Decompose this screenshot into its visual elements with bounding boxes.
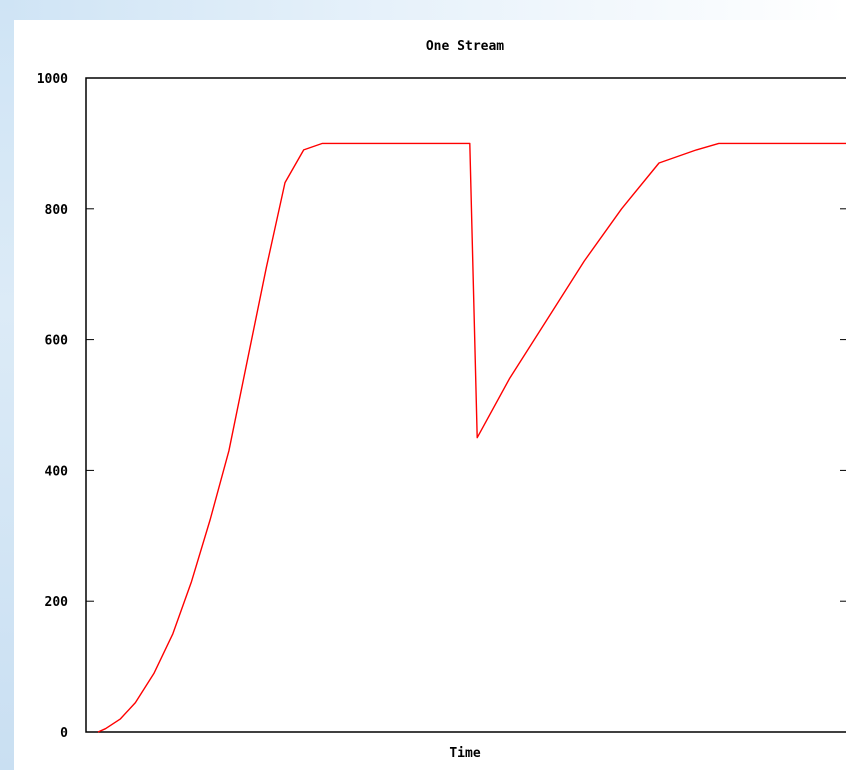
series-lines	[97, 142, 846, 733]
plot-frame	[85, 77, 846, 733]
y-tick-label: 200	[45, 595, 69, 610]
chart-title: One Stream	[426, 39, 504, 54]
chart-panel	[14, 20, 846, 770]
y-tick-label: 0	[60, 726, 68, 741]
x-axis-label: Time	[449, 746, 480, 761]
series-line-1	[97, 142, 846, 733]
y-tick-label: 800	[45, 203, 69, 218]
y-axis-ticks: 0 200 400 600 800 1000	[37, 72, 846, 741]
y-tick-label: 600	[45, 334, 69, 349]
y-tick-label: 1000	[37, 72, 68, 87]
y-tick-label: 400	[45, 464, 69, 479]
plot-border	[85, 77, 846, 733]
backdrop-band	[0, 0, 846, 20]
backdrop-edge	[0, 0, 14, 770]
